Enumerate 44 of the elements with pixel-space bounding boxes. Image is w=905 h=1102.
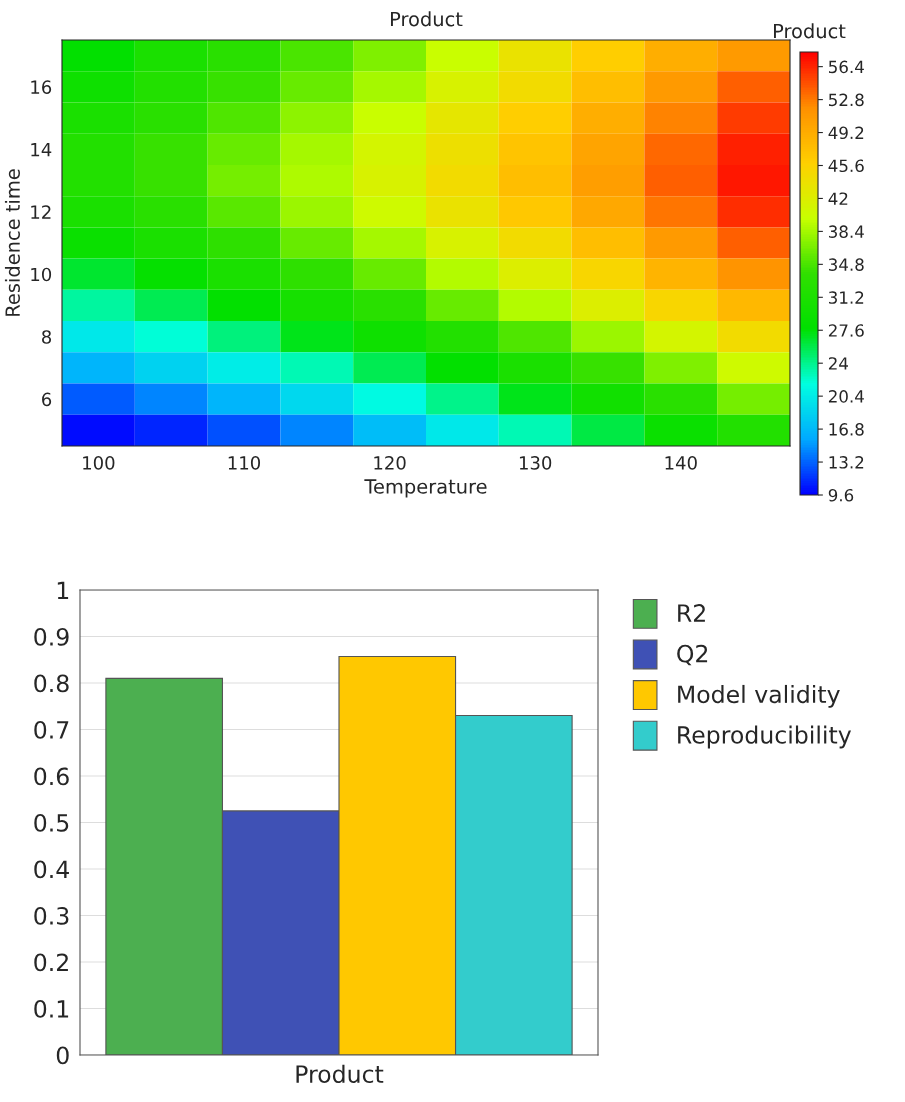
color-bar-label: 52.8 bbox=[829, 93, 864, 107]
y-tick-label: 6 bbox=[42, 392, 52, 407]
color-bar-label: 56.4 bbox=[829, 60, 864, 74]
color-bar-label: 13.2 bbox=[829, 456, 864, 469]
y-tick-label: 0.9 bbox=[34, 627, 69, 646]
x-axis-title: Temperature bbox=[364, 479, 487, 498]
y-axis-title: Residence time bbox=[4, 169, 20, 316]
color-bar-label: 42 bbox=[828, 192, 848, 205]
legend-label: Model validity bbox=[678, 684, 840, 708]
y-tick-label: 0.1 bbox=[34, 999, 69, 1018]
chart-title: Product bbox=[391, 11, 463, 27]
x-tick-label: 100 bbox=[83, 456, 115, 470]
color-bar-label: 16.8 bbox=[829, 423, 864, 436]
legend-label: Reproducibility bbox=[678, 725, 852, 749]
y-tick-label: 0.7 bbox=[34, 720, 69, 739]
y-tick-label: 8 bbox=[42, 330, 52, 344]
y-tick-label: 0.2 bbox=[34, 953, 68, 972]
y-tick-label: 0.5 bbox=[34, 813, 69, 832]
y-tick-label: 14 bbox=[31, 143, 52, 157]
y-tick-label: 16 bbox=[31, 80, 52, 94]
color-bar-label: 9.6 bbox=[828, 488, 854, 502]
legend-label: R2 bbox=[678, 604, 705, 622]
y-tick-label: 0 bbox=[56, 1046, 69, 1065]
x-tick-label: 110 bbox=[228, 456, 261, 470]
color-bar-title: Product bbox=[774, 23, 846, 39]
x-tick-label: 140 bbox=[665, 456, 697, 470]
color-bar-label: 27.6 bbox=[828, 324, 864, 337]
x-tick-label: 130 bbox=[519, 456, 552, 470]
y-tick-label: 1 bbox=[57, 581, 69, 599]
color-bar-label: 38.4 bbox=[828, 225, 864, 238]
color-bar-label: 20.4 bbox=[828, 390, 864, 403]
y-tick-label: 12 bbox=[31, 205, 51, 219]
color-bar-label: 49.2 bbox=[828, 126, 864, 140]
color-bar-label: 24 bbox=[828, 357, 848, 370]
x-tick-label: 120 bbox=[374, 456, 406, 470]
y-tick-label: 10 bbox=[31, 267, 52, 282]
y-tick-label: 0.6 bbox=[34, 767, 69, 786]
y-tick-label: 0.8 bbox=[34, 674, 69, 693]
legend-label: Q2 bbox=[677, 644, 708, 666]
color-bar-label: 34.8 bbox=[828, 258, 864, 271]
y-tick-label: 0.3 bbox=[34, 906, 69, 925]
y-tick-label: 0.4 bbox=[34, 860, 69, 879]
color-bar-label: 45.6 bbox=[828, 159, 864, 173]
color-bar-label: 31.2 bbox=[828, 291, 864, 304]
